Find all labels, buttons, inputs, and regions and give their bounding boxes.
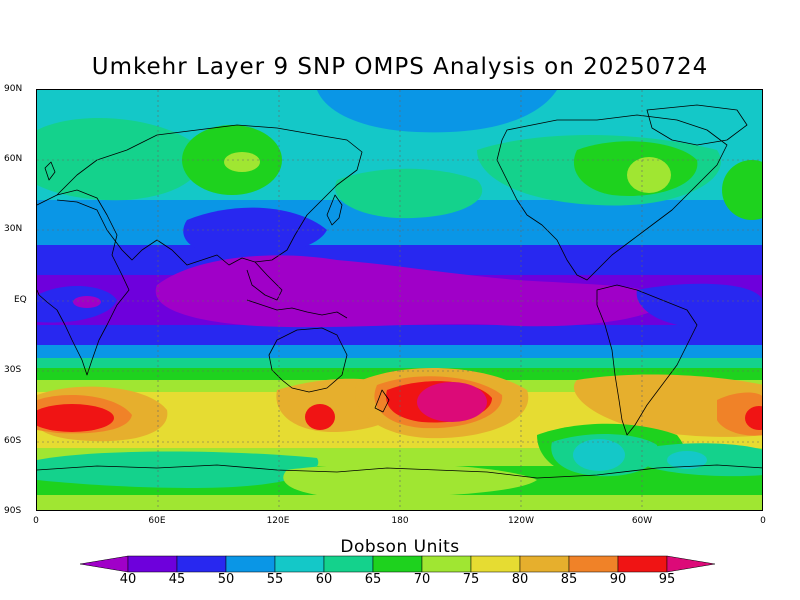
colorbar-tick-label: 55 (266, 572, 284, 587)
colorbar-tick-label: 70 (413, 572, 431, 587)
blob-eq-africa-purple (73, 296, 101, 308)
colorbar-swatch (225, 555, 276, 573)
coast-eurasia (56, 124, 363, 266)
colorbar-swatch (176, 555, 227, 573)
coast-greenland (646, 104, 748, 146)
blob-wpac-purple (277, 267, 357, 303)
lon-label-0-left: 0 (33, 516, 39, 526)
lon-label-60w: 60W (631, 516, 653, 526)
blob-s-green-w (37, 451, 319, 488)
blob-siberia-light (224, 152, 260, 172)
colorbar-title: Dobson Units (340, 537, 460, 557)
coast-south-america (596, 284, 698, 436)
blob-npac-green (335, 168, 483, 219)
lat-label-30n: 30N (4, 224, 23, 234)
coast-europe-africa (37, 189, 130, 376)
colorbar-tick-label: 85 (560, 572, 578, 587)
blob-atlantic-green (722, 160, 762, 220)
colorbar-swatch (372, 555, 423, 573)
band-10s (37, 325, 762, 345)
lon-label-120w: 120W (507, 516, 535, 526)
blob-nw-green (37, 118, 202, 201)
band-south-edge (37, 495, 762, 510)
colorbar-tick-label: 45 (168, 572, 186, 587)
colorbar-arrow-high (666, 555, 716, 573)
lon-label-0-right: 0 (760, 516, 766, 526)
lat-label-60s: 60S (4, 436, 22, 446)
colorbar-swatch (127, 555, 178, 573)
lat-label-30s: 30S (4, 365, 22, 375)
ozone-map (36, 89, 763, 511)
lat-label-60n: 60N (4, 154, 23, 164)
colorbar-tick-label: 80 (511, 572, 529, 587)
coast-uk (44, 161, 56, 181)
blob-s-red-e (745, 406, 762, 430)
colorbar-tick-label: 75 (462, 572, 480, 587)
colorbar-tick-label: 65 (364, 572, 382, 587)
colorbar-swatch (274, 555, 325, 573)
coast-australia (268, 327, 348, 393)
blob-s-red-c (305, 404, 335, 430)
colorbar-segments (80, 555, 716, 573)
coast-new-zealand (374, 389, 390, 413)
coast-antarctica (37, 464, 762, 479)
map-title: Umkehr Layer 9 SNP OMPS Analysis on 2025… (91, 54, 709, 80)
coastlines (37, 104, 762, 479)
colorbar-swatch (568, 555, 619, 573)
colorbar-swatch (470, 555, 521, 573)
lon-label-120e: 120E (266, 516, 290, 526)
colorbar-swatch (519, 555, 570, 573)
graticule (37, 90, 762, 510)
coast-se-asia (246, 261, 283, 301)
lon-label-180: 180 (391, 516, 409, 526)
colorbar-tick-label: 60 (315, 572, 333, 587)
blob-antarctic-light (283, 464, 537, 497)
lon-label-60e: 60E (148, 516, 166, 526)
blob-s-pac-magenta (417, 382, 487, 422)
ozone-field (37, 90, 762, 510)
blob-s-pac-cyan (573, 439, 625, 471)
blob-s-orange-e (573, 374, 762, 437)
lat-label-90n: 90N (4, 84, 23, 94)
colorbar-tick-label: 95 (658, 572, 676, 587)
blob-asia-blue (183, 207, 327, 257)
coast-north-america (496, 114, 728, 281)
blob-s-cyan-e (667, 451, 707, 469)
blob-s-red-w (37, 404, 114, 432)
colorbar-tick-label: 40 (119, 572, 137, 587)
colorbar-swatch (421, 555, 472, 573)
colorbar (80, 555, 716, 573)
band-25s (37, 358, 762, 370)
blob-arctic-blue (317, 90, 557, 133)
colorbar-swatch (323, 555, 374, 573)
colorbar-tick-label: 90 (609, 572, 627, 587)
coast-japan (326, 194, 343, 226)
coast-indonesia (246, 299, 348, 319)
colorbar-arrow-low (80, 555, 129, 573)
blob-atl-blue (636, 283, 762, 332)
colorbar-tick-label: 50 (217, 572, 235, 587)
lat-label-90s: 90S (4, 506, 22, 516)
colorbar-swatch (617, 555, 668, 573)
blob-na-light (627, 157, 671, 193)
lat-label-eq: EQ (14, 295, 27, 305)
